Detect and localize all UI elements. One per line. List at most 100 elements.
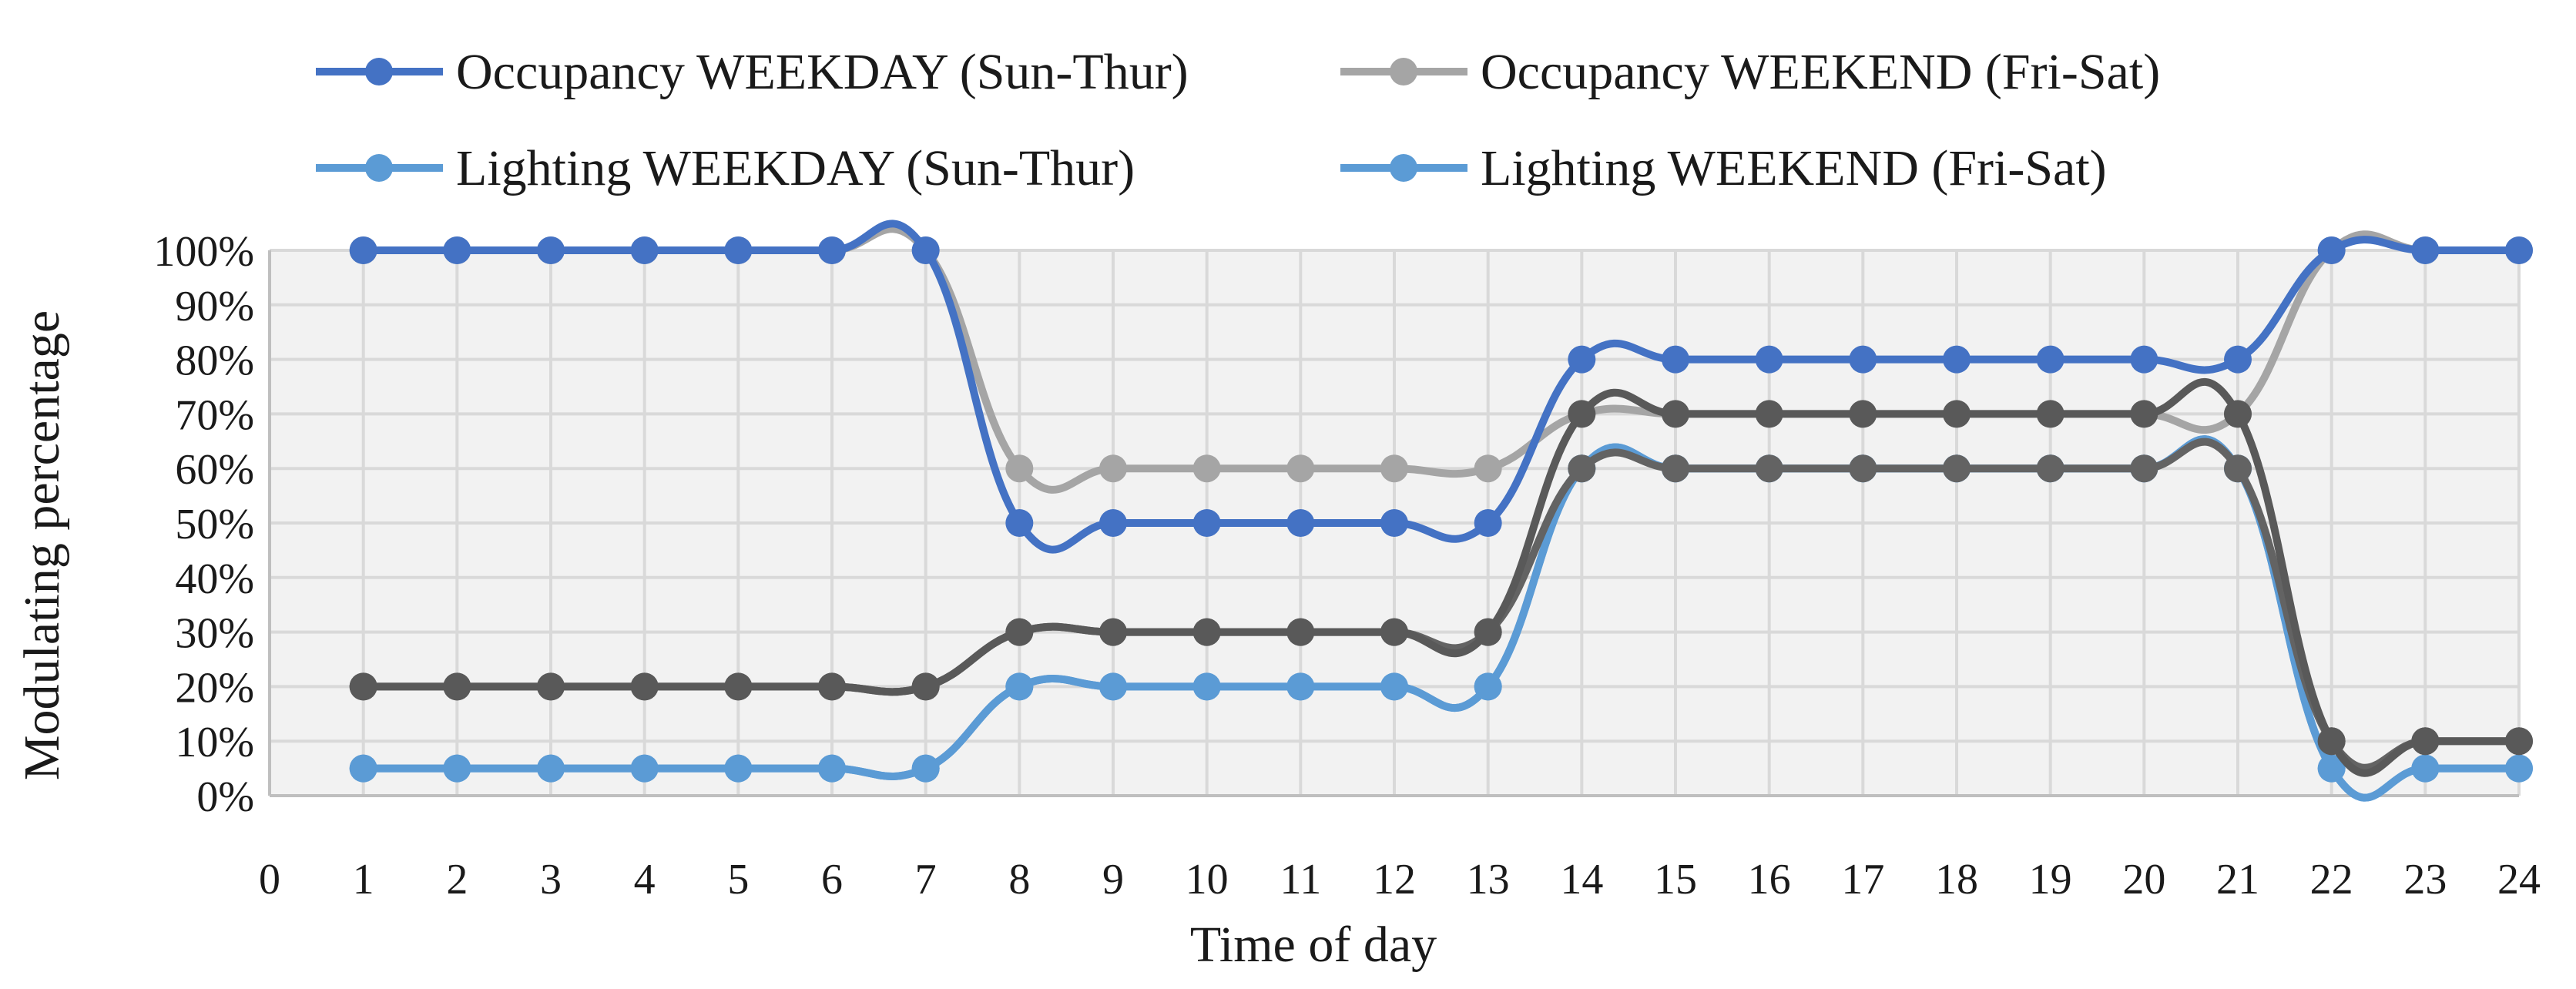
data-point	[349, 754, 377, 783]
x-tick-label: 23	[2403, 856, 2447, 904]
y-tick-label: 20%	[175, 664, 254, 712]
data-point	[2317, 727, 2346, 756]
data-point	[1099, 454, 1127, 483]
x-tick-label: 18	[1935, 856, 1978, 904]
x-tick-label: 8	[1008, 856, 1030, 904]
x-tick-label: 17	[1841, 856, 1884, 904]
data-point	[1755, 400, 1783, 428]
data-point	[1286, 618, 1315, 646]
data-point	[1755, 454, 1783, 483]
data-point	[630, 236, 659, 264]
x-tick-label: 11	[1280, 856, 1321, 904]
x-tick-label: 6	[821, 856, 843, 904]
data-point	[1568, 345, 1596, 374]
data-point	[1474, 454, 1502, 483]
x-tick-label: 19	[2029, 856, 2072, 904]
data-point	[1380, 454, 1408, 483]
legend-label: Occupancy WEEKDAY (Sun-Thur)	[456, 44, 1189, 100]
y-tick-label: 10%	[175, 719, 254, 766]
data-point	[911, 754, 940, 783]
data-point	[1568, 400, 1596, 428]
data-point	[1192, 672, 1221, 701]
data-point	[2317, 236, 2346, 264]
y-tick-label: 90%	[175, 283, 254, 330]
x-tick-label: 20	[2122, 856, 2165, 904]
legend-label: Lighting WEEKDAY (Sun-Thur)	[456, 140, 1135, 196]
x-tick-label: 22	[2310, 856, 2353, 904]
data-point	[443, 754, 471, 783]
data-point	[1662, 454, 1689, 483]
data-point	[1943, 454, 1971, 483]
legend-label: Lighting WEEKEND (Fri-Sat)	[1481, 140, 2107, 196]
data-point	[1005, 509, 1034, 537]
data-point	[2505, 754, 2533, 783]
y-tick-label: 50%	[175, 501, 254, 548]
y-tick-label: 70%	[175, 391, 254, 439]
data-point	[537, 236, 565, 264]
data-point	[1943, 345, 1971, 374]
x-tick-label: 16	[1748, 856, 1791, 904]
data-point	[1380, 618, 1408, 646]
data-point	[630, 672, 659, 701]
legend-item: Lighting WEEKDAY (Sun-Thur)	[316, 140, 1135, 196]
data-point	[1286, 454, 1315, 483]
x-tick-label: 2	[446, 856, 468, 904]
data-point	[2224, 400, 2252, 428]
data-point	[2411, 236, 2440, 264]
data-point	[537, 672, 565, 701]
data-point	[1099, 509, 1127, 537]
y-tick-label: 0%	[196, 773, 254, 821]
data-point	[2505, 236, 2533, 264]
x-tick-label: 24	[2497, 856, 2541, 904]
data-point	[537, 754, 565, 783]
legend-swatch-marker	[1390, 58, 1417, 85]
legend-item: Occupancy WEEKEND (Fri-Sat)	[1340, 44, 2160, 100]
data-point	[724, 754, 753, 783]
x-tick-label: 3	[540, 856, 562, 904]
x-tick-label: 13	[1467, 856, 1510, 904]
data-point	[1568, 454, 1596, 483]
data-point	[1849, 400, 1877, 428]
data-point	[818, 672, 846, 701]
data-point	[1005, 672, 1034, 701]
series-4	[349, 377, 2533, 777]
y-axis-title: Modulating percentage	[14, 310, 70, 780]
data-point	[1849, 454, 1877, 483]
data-point	[818, 754, 846, 783]
legend-swatch-marker	[1390, 154, 1417, 182]
data-point	[724, 236, 753, 264]
data-point	[911, 236, 940, 264]
data-point	[1192, 618, 1221, 646]
data-point	[1662, 400, 1689, 428]
series-layer	[349, 220, 2533, 802]
data-point	[2130, 345, 2158, 374]
data-point	[1099, 672, 1127, 701]
x-tick-label: 7	[915, 856, 937, 904]
data-point	[2224, 454, 2252, 483]
data-point	[443, 672, 471, 701]
data-point	[1474, 509, 1502, 537]
data-point	[1286, 509, 1315, 537]
x-axis-title: Time of day	[1190, 917, 1437, 973]
x-tick-label: 0	[259, 856, 280, 904]
x-tick-label: 10	[1186, 856, 1229, 904]
x-tick-label: 21	[2216, 856, 2259, 904]
data-point	[443, 236, 471, 264]
data-point	[630, 754, 659, 783]
y-tick-label: 40%	[175, 555, 254, 603]
legend-label: Occupancy WEEKEND (Fri-Sat)	[1481, 44, 2160, 100]
legend-swatch-marker	[365, 58, 393, 85]
data-point	[1286, 672, 1315, 701]
tick-labels: 0 1 2 3 4 5 6 7 8 9 10 11 12 13 14 15 16 17 18 19 20 21 22 23 24…	[153, 228, 2541, 904]
data-point	[2411, 754, 2440, 783]
y-tick-label: 30%	[175, 610, 254, 658]
y-tick-label: 100%	[153, 228, 254, 276]
series-0	[349, 220, 2533, 554]
data-point	[349, 672, 377, 701]
data-point	[1662, 345, 1689, 374]
data-point	[818, 236, 846, 264]
data-point	[2224, 345, 2252, 374]
data-point	[2036, 454, 2064, 483]
x-tick-label: 4	[634, 856, 656, 904]
